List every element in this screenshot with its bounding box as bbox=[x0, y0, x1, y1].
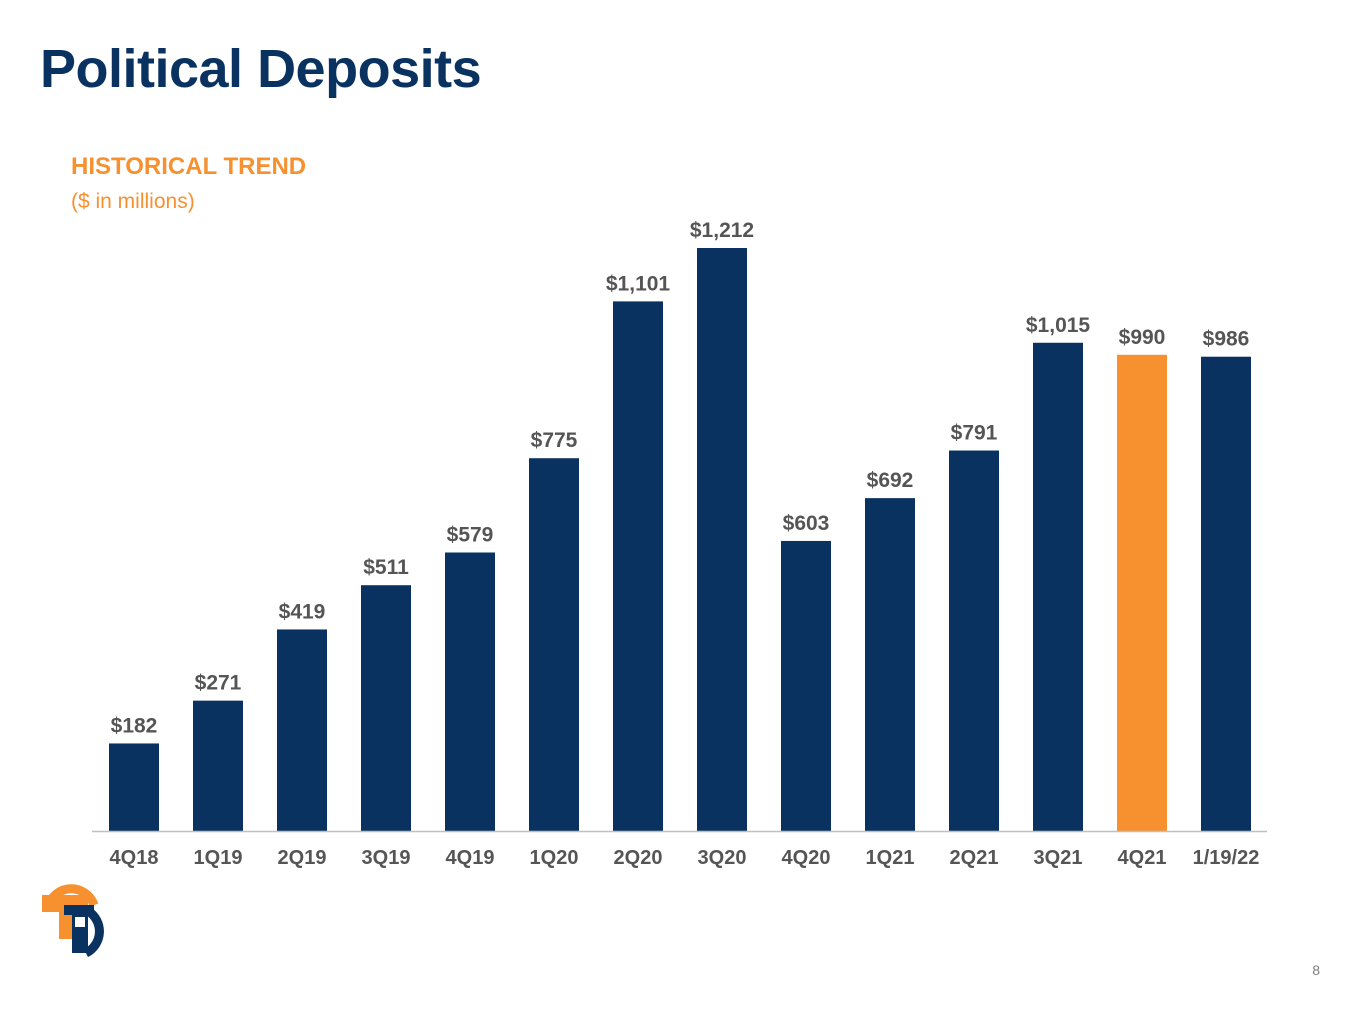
x-tick-label: 2Q21 bbox=[950, 847, 999, 869]
bar-1Q19 bbox=[193, 700, 243, 831]
data-label: $1,015 bbox=[1026, 314, 1091, 337]
x-tick-label: 3Q21 bbox=[1034, 847, 1083, 869]
x-tick-label: 4Q19 bbox=[446, 847, 495, 869]
page-number: 8 bbox=[1312, 962, 1320, 978]
data-label: $1,101 bbox=[606, 272, 671, 295]
data-label: $986 bbox=[1203, 328, 1250, 351]
x-tick-label: 1Q20 bbox=[530, 847, 579, 869]
data-label: $1,212 bbox=[690, 219, 754, 242]
section-subheading: ($ in millions) bbox=[71, 190, 195, 213]
page-title: Political Deposits bbox=[40, 39, 482, 99]
x-tick-label: 1/19/22 bbox=[1193, 847, 1260, 869]
data-label: $511 bbox=[363, 556, 409, 579]
x-tick-label: 4Q21 bbox=[1118, 847, 1167, 869]
data-label: $692 bbox=[867, 469, 914, 492]
bar-4Q21 bbox=[1117, 354, 1167, 831]
bar-3Q19 bbox=[361, 585, 411, 831]
bar-2Q20 bbox=[613, 301, 663, 831]
x-tick-label: 4Q18 bbox=[110, 847, 159, 869]
data-label: $775 bbox=[531, 429, 578, 452]
data-label: $990 bbox=[1119, 326, 1166, 349]
data-label: $579 bbox=[447, 523, 494, 546]
data-label: $791 bbox=[951, 422, 998, 445]
data-label: $182 bbox=[111, 714, 158, 737]
section-heading: HISTORICAL TREND bbox=[71, 153, 307, 180]
x-tick-label: 1Q21 bbox=[866, 847, 915, 869]
data-label: $419 bbox=[279, 600, 326, 623]
company-logo-icon bbox=[42, 884, 104, 957]
bar-4Q19 bbox=[445, 552, 495, 831]
deposits-bar-chart: $182 4Q18 $271 1Q19 $419 2Q19 $511 3Q19 $579 4Q19… bbox=[92, 219, 1267, 869]
x-tick-label: 3Q20 bbox=[698, 847, 747, 869]
bar-2Q19 bbox=[277, 629, 327, 831]
x-tick-label: 2Q19 bbox=[278, 847, 327, 869]
x-tick-label: 2Q20 bbox=[614, 847, 663, 869]
x-tick-label: 3Q19 bbox=[362, 847, 411, 869]
bar-4Q18 bbox=[109, 743, 159, 831]
bar-1-19-22 bbox=[1201, 356, 1251, 831]
bar-2Q21 bbox=[949, 450, 999, 831]
data-label: $603 bbox=[783, 512, 830, 535]
bar-3Q20 bbox=[697, 248, 747, 831]
data-label: $271 bbox=[195, 672, 242, 695]
bar-1Q21 bbox=[865, 498, 915, 831]
x-tick-label: 1Q19 bbox=[194, 847, 243, 869]
bar-1Q20 bbox=[529, 458, 579, 831]
x-tick-label: 4Q20 bbox=[782, 847, 831, 869]
bar-3Q21 bbox=[1033, 342, 1083, 831]
bar-4Q20 bbox=[781, 540, 831, 831]
